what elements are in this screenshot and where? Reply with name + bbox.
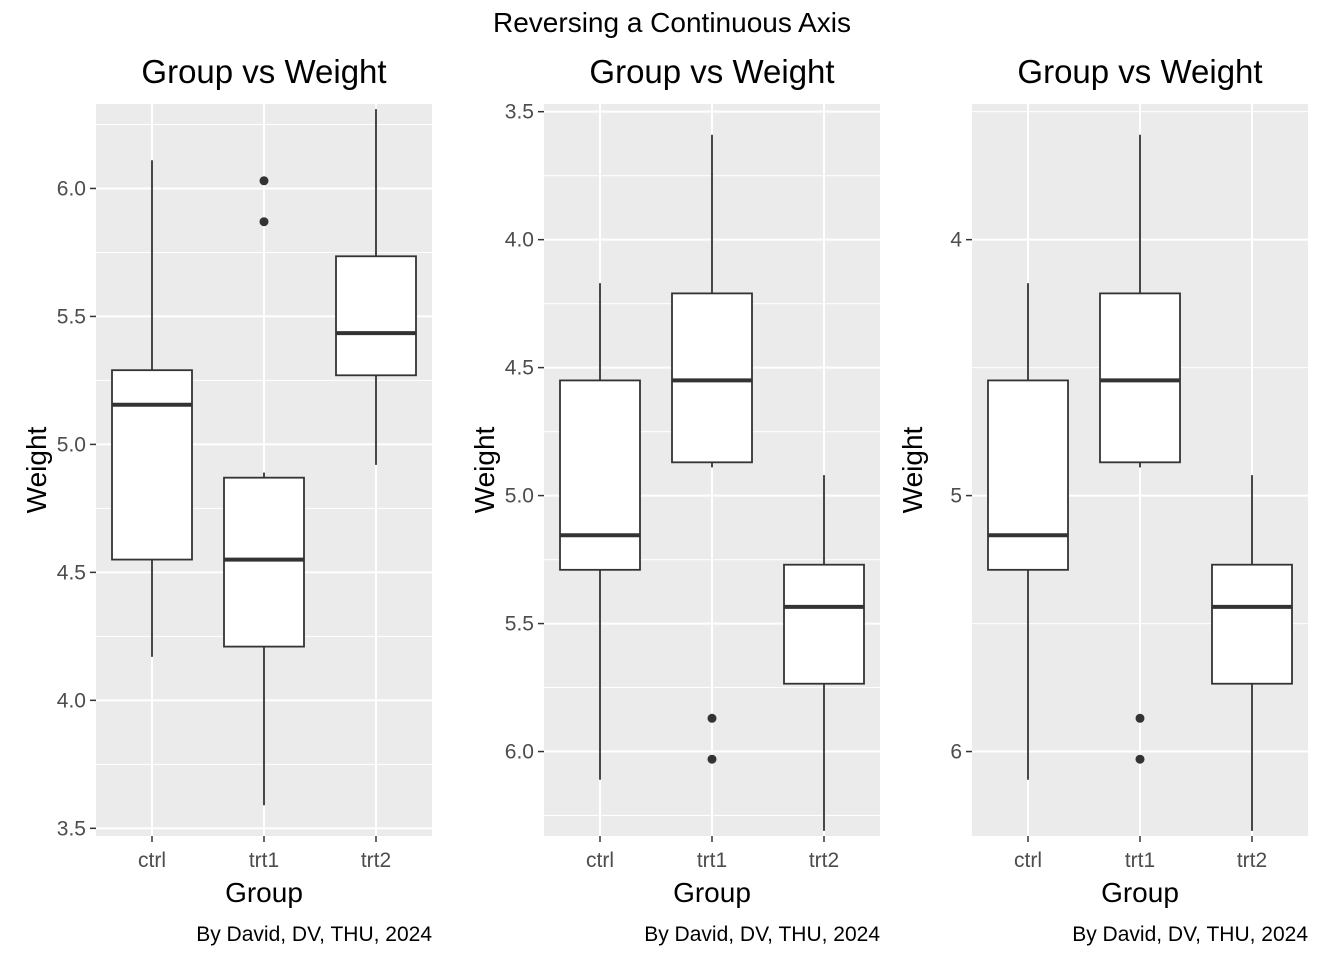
caption: By David, DV, THU, 2024 (1072, 923, 1308, 946)
x-tick-label: trt1 (697, 849, 727, 872)
box-body (111, 369, 193, 561)
x-tick-label: trt1 (1125, 849, 1155, 872)
y-tick-label: 3.5 (57, 817, 86, 840)
y-tick-label: 6 (950, 741, 962, 764)
chart-panel-1: 3.5 4.0 4.5 5.0 5.5 6.0 ctrl trt1 trt2 Group vs W… (21, 53, 432, 946)
x-tick-label: trt1 (249, 849, 279, 872)
box-body (335, 255, 417, 377)
y-tick-label: 4 (950, 229, 962, 252)
y-axis-label: Weight (21, 426, 52, 513)
box-body (783, 563, 865, 685)
y-tick-label: 4.5 (505, 357, 534, 380)
panel-title: Group vs Weight (141, 53, 386, 90)
y-tick-label: 4.0 (57, 689, 86, 712)
x-axis-label: Group (673, 877, 751, 908)
caption: By David, DV, THU, 2024 (644, 923, 880, 946)
x-tick-label: ctrl (586, 849, 614, 872)
box-ctrl (111, 160, 193, 657)
box-body (223, 476, 305, 648)
outlier-point (707, 754, 717, 764)
box-trt1 (223, 176, 305, 806)
chart-panel-3: 4 5 6 ctrl trt1 trt2 Group vs Weight Group Weigh… (897, 53, 1308, 946)
box-trt2 (335, 109, 417, 465)
y-axis-label: Weight (469, 426, 500, 513)
y-tick-label: 4.5 (57, 561, 86, 584)
y-axis-label: Weight (897, 426, 928, 513)
figure-title: Reversing a Continuous Axis (493, 7, 851, 38)
y-tick-label: 5.0 (57, 433, 86, 456)
box-ctrl (559, 283, 641, 780)
panel-title: Group vs Weight (589, 53, 834, 90)
y-tick-label: 5.5 (505, 613, 534, 636)
box-trt2 (1211, 475, 1293, 831)
box-trt2 (783, 475, 865, 831)
x-tick-label: trt2 (361, 849, 391, 872)
outlier-point (707, 713, 717, 723)
box-body (1099, 292, 1181, 464)
x-tick-label: ctrl (138, 849, 166, 872)
box-body (987, 379, 1069, 571)
outlier-point (259, 217, 269, 227)
y-tick-label: 3.5 (505, 101, 534, 124)
y-tick-label: 6.0 (57, 177, 86, 200)
x-axis-label: Group (225, 877, 303, 908)
y-tick-label: 4.0 (505, 229, 534, 252)
box-trt1 (1099, 134, 1181, 764)
panel-title: Group vs Weight (1017, 53, 1262, 90)
x-axis-label: Group (1101, 877, 1179, 908)
box-ctrl (987, 283, 1069, 780)
box-trt1 (671, 134, 753, 764)
box-body (1211, 563, 1293, 685)
chart-panel-2: 3.5 4.0 4.5 5.0 5.5 6.0 ctrl trt1 trt2 Group vs W… (469, 53, 880, 946)
outlier-point (259, 176, 269, 186)
y-tick-label: 5.0 (505, 485, 534, 508)
outlier-point (1135, 754, 1145, 764)
box-body (671, 292, 753, 464)
caption: By David, DV, THU, 2024 (196, 923, 432, 946)
y-tick-label: 5.5 (57, 305, 86, 328)
x-tick-label: trt2 (1237, 849, 1267, 872)
x-tick-label: trt2 (809, 849, 839, 872)
y-tick-label: 6.0 (505, 741, 534, 764)
outlier-point (1135, 713, 1145, 723)
x-tick-label: ctrl (1014, 849, 1042, 872)
panels: 3.5 4.0 4.5 5.0 5.5 6.0 ctrl trt1 trt2 Group vs W… (21, 53, 1308, 946)
y-tick-label: 5 (950, 485, 962, 508)
box-body (559, 379, 641, 571)
